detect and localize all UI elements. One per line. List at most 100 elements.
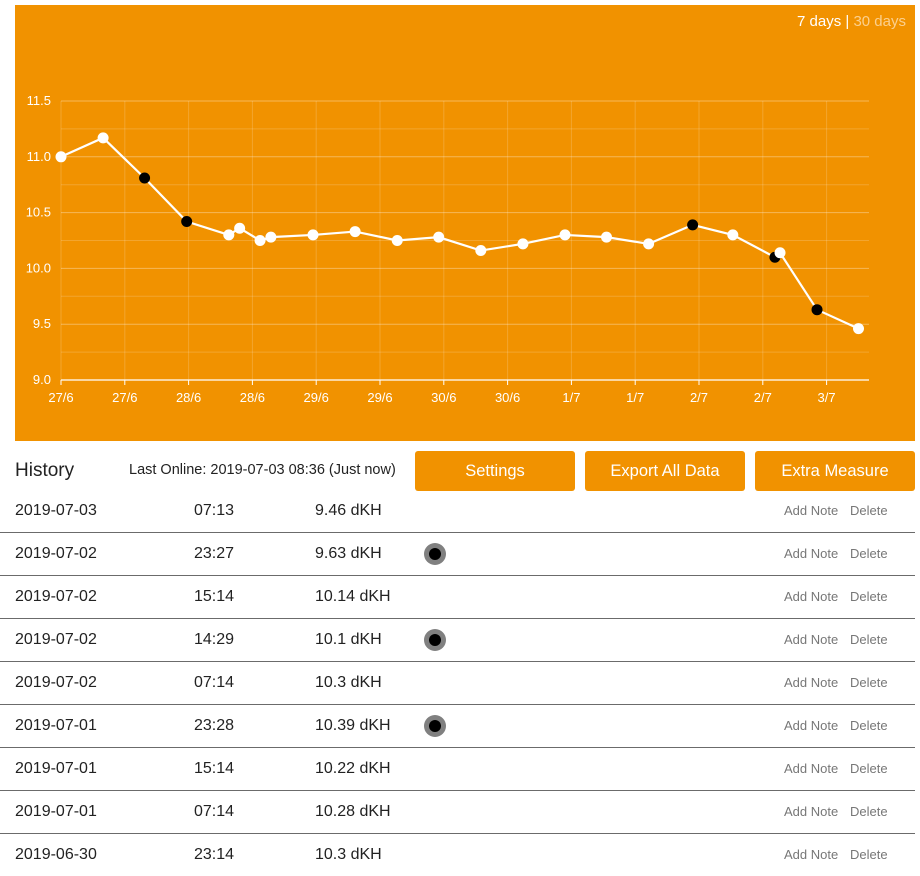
x-tick-label: 2/7 <box>690 390 708 405</box>
table-row: 2019-06-30 23:14 10.3 dKH Add Note Delete <box>0 834 915 876</box>
x-tick-label: 27/6 <box>112 390 137 405</box>
row-value: 10.3 dKH <box>315 846 382 863</box>
history-table: 2019-07-03 07:13 9.46 dKH Add Note Delete 201… <box>0 490 920 876</box>
data-point <box>475 245 487 257</box>
row-time: 07:14 <box>194 803 235 820</box>
delete-link[interactable]: Delete <box>850 847 888 862</box>
row-value: 10.22 dKH <box>315 760 391 777</box>
settings-button[interactable]: Settings <box>415 451 575 491</box>
row-date: 2019-07-02 <box>15 631 97 648</box>
row-time: 15:14 <box>194 588 235 605</box>
add-note-link[interactable]: Add Note <box>784 675 839 690</box>
table-row: 2019-07-02 15:14 10.14 dKH Add Note Delete <box>0 576 915 619</box>
marked-data-point <box>811 304 823 316</box>
data-point <box>265 231 277 243</box>
x-tick-label: 29/6 <box>304 390 329 405</box>
extra-measure-button[interactable]: Extra Measure <box>755 451 915 491</box>
delete-link[interactable]: Delete <box>850 503 888 518</box>
row-time: 23:27 <box>194 545 235 562</box>
table-row: 2019-07-01 07:14 10.28 dKH Add Note Delete <box>0 791 915 834</box>
row-value: 9.63 dKH <box>315 545 382 562</box>
data-point <box>391 235 403 246</box>
range-30-days[interactable]: 30 days <box>853 13 906 30</box>
marked-data-point <box>181 216 193 228</box>
row-date: 2019-07-02 <box>15 674 97 691</box>
row-time: 15:14 <box>194 760 235 777</box>
x-tick-label: 28/6 <box>176 390 201 405</box>
add-note-link[interactable]: Add Note <box>784 718 839 733</box>
table-row: 2019-07-01 23:28 10.39 dKH Add Note Delete <box>0 705 915 748</box>
marked-data-point <box>687 219 699 231</box>
y-tick-label: 10.0 <box>26 260 51 275</box>
x-tick-label: 1/7 <box>626 390 644 405</box>
data-point <box>853 323 864 335</box>
row-time: 07:13 <box>194 502 235 519</box>
row-date: 2019-07-01 <box>15 760 97 777</box>
x-tick-label: 27/6 <box>48 390 73 405</box>
last-online-status: Last Online: 2019-07-03 08:36 (Just now) <box>129 462 396 478</box>
add-note-link[interactable]: Add Note <box>784 546 839 561</box>
x-tick-label: 3/7 <box>818 390 836 405</box>
delete-link[interactable]: Delete <box>850 675 888 690</box>
row-value: 10.28 dKH <box>315 803 391 820</box>
row-value: 10.3 dKH <box>315 674 382 691</box>
add-note-link[interactable]: Add Note <box>784 589 839 604</box>
export-all-data-button[interactable]: Export All Data <box>585 451 745 491</box>
data-point <box>517 238 529 250</box>
data-point <box>600 231 612 243</box>
add-note-link[interactable]: Add Note <box>784 632 839 647</box>
delete-link[interactable]: Delete <box>850 632 888 647</box>
add-note-link[interactable]: Add Note <box>784 804 839 819</box>
table-row: 2019-07-01 15:14 10.22 dKH Add Note Delete <box>0 748 915 791</box>
marked-point-icon <box>424 543 446 565</box>
data-point <box>643 238 655 250</box>
x-tick-label: 30/6 <box>431 390 456 405</box>
row-time: 14:29 <box>194 631 235 648</box>
chart-panel: 7 days | 30 days 9.0 9.5 10.0 10.5 11.0 11.5 2… <box>15 5 915 441</box>
row-date: 2019-06-30 <box>15 846 97 863</box>
data-point <box>254 235 266 246</box>
marked-point-icon <box>424 629 446 651</box>
table-row: 2019-07-02 23:27 9.63 dKH Add Note Delete <box>0 533 915 576</box>
data-point <box>559 229 571 241</box>
add-note-link[interactable]: Add Note <box>784 503 839 518</box>
delete-link[interactable]: Delete <box>850 546 888 561</box>
row-date: 2019-07-01 <box>15 717 97 734</box>
series-line <box>60 136 859 330</box>
row-date: 2019-07-01 <box>15 803 97 820</box>
x-tick-label: 1/7 <box>562 390 580 405</box>
delete-link[interactable]: Delete <box>850 761 888 776</box>
y-tick-label: 10.5 <box>26 205 51 220</box>
marked-data-point <box>139 172 151 184</box>
add-note-link[interactable]: Add Note <box>784 847 839 862</box>
delete-link[interactable]: Delete <box>850 718 888 733</box>
row-date: 2019-07-03 <box>15 502 97 519</box>
data-point <box>307 229 319 241</box>
range-7-days[interactable]: 7 days <box>797 13 842 30</box>
y-tick-label: 11.5 <box>27 93 51 108</box>
row-value: 10.1 dKH <box>315 631 382 648</box>
x-tick-label: 30/6 <box>495 390 520 405</box>
y-tick-label: 9.0 <box>33 372 51 387</box>
x-tick-label: 2/7 <box>754 390 772 405</box>
y-tick-label: 9.5 <box>33 316 51 331</box>
data-point <box>55 151 67 163</box>
delete-link[interactable]: Delete <box>850 589 888 604</box>
row-time: 07:14 <box>194 674 235 691</box>
row-date: 2019-07-02 <box>15 545 97 562</box>
row-value: 9.46 dKH <box>315 502 382 519</box>
history-title: History <box>15 460 75 481</box>
range-separator: | <box>845 13 850 30</box>
data-point <box>234 222 246 234</box>
row-value: 10.14 dKH <box>315 588 391 605</box>
delete-link[interactable]: Delete <box>850 804 888 819</box>
marked-point-icon <box>424 715 446 737</box>
data-point <box>223 229 235 241</box>
table-row: 2019-07-03 07:13 9.46 dKH Add Note Delete <box>0 490 915 533</box>
add-note-link[interactable]: Add Note <box>784 761 839 776</box>
x-tick-label: 29/6 <box>367 390 392 405</box>
range-toggle: 7 days | 30 days <box>797 13 906 30</box>
row-time: 23:28 <box>194 717 235 734</box>
data-point <box>433 231 445 243</box>
row-time: 23:14 <box>194 846 235 863</box>
